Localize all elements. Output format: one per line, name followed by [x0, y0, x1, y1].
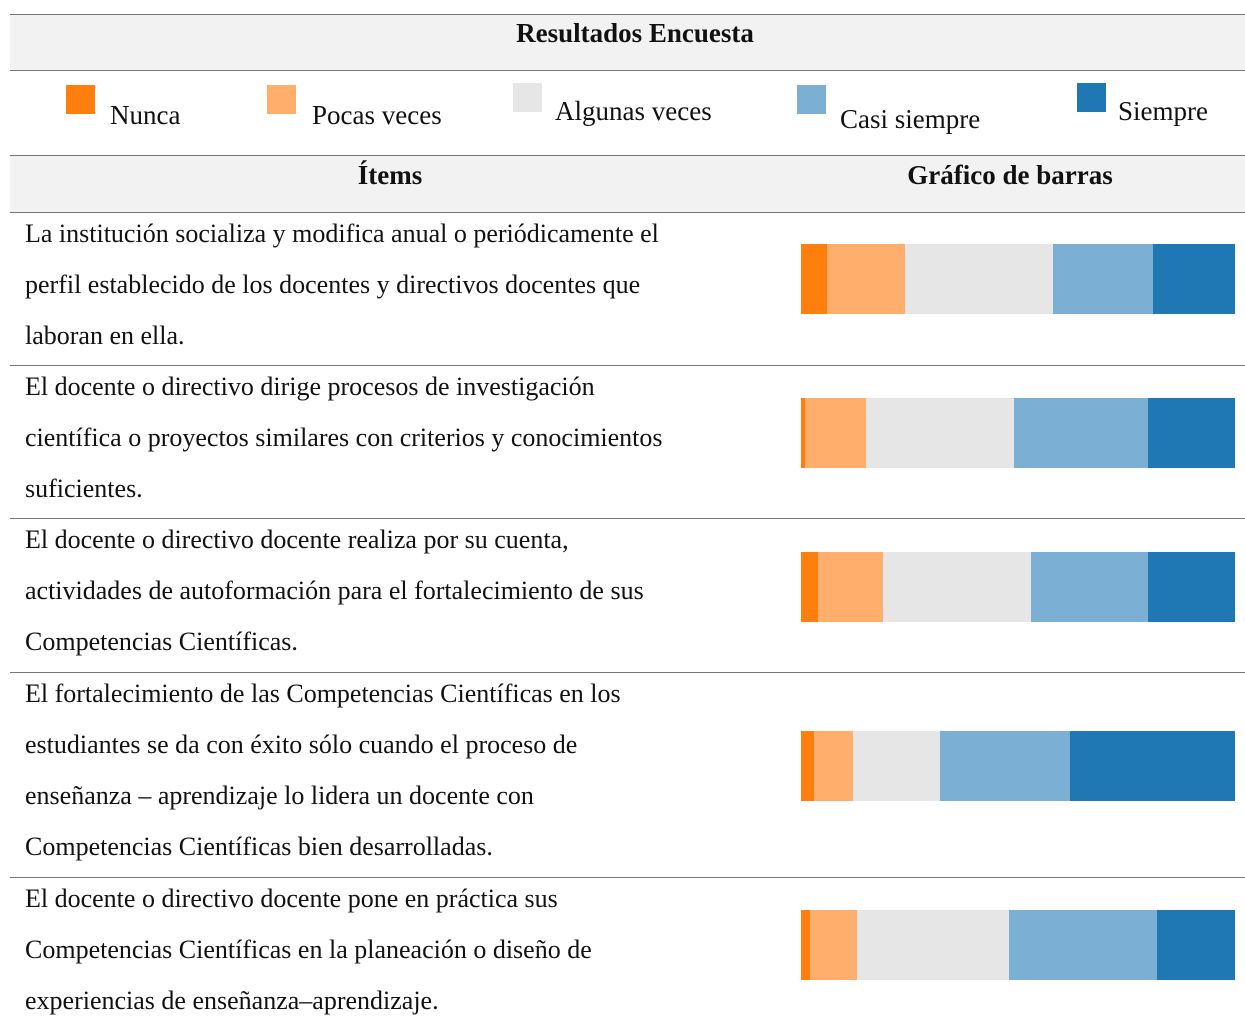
item-text: El fortalecimiento de las Competencias C…	[25, 679, 621, 708]
bar-segment	[801, 910, 810, 980]
item-text: estudiantes se da con éxito sólo cuando …	[25, 730, 578, 759]
rule	[10, 877, 1245, 878]
item-text: Competencias Científicas bien desarrolla…	[25, 832, 493, 861]
bar-segment	[1148, 552, 1235, 622]
bar-segment	[883, 552, 1031, 622]
bar-segment	[827, 244, 906, 314]
bar-segment	[805, 398, 867, 468]
bar-segment	[1031, 552, 1149, 622]
legend-swatch	[513, 83, 542, 112]
bar-segment	[801, 552, 819, 622]
item-text: El docente o directivo docente pone en p…	[25, 884, 558, 913]
rule	[10, 672, 1245, 673]
item-text: enseñanza – aprendizaje lo lidera un doc…	[25, 781, 534, 810]
legend-label: Pocas veces	[312, 100, 442, 130]
item-text: La institución socializa y modifica anua…	[25, 219, 659, 248]
rule	[10, 14, 1245, 15]
bar-segment	[857, 910, 1010, 980]
rule	[10, 155, 1245, 156]
item-text: científica o proyectos similares con cri…	[25, 423, 663, 452]
bar-segment	[1013, 398, 1149, 468]
title-band	[10, 14, 1245, 70]
item-text: El docente o directivo docente realiza p…	[25, 525, 569, 554]
bar-segment	[1156, 910, 1235, 980]
rule	[10, 70, 1245, 71]
legend-swatch	[267, 85, 296, 114]
bar-segment	[853, 731, 940, 801]
bar-segment	[1070, 731, 1235, 801]
header-band	[10, 155, 1245, 212]
header: Gráfico de barras	[907, 160, 1113, 190]
legend-swatch	[66, 85, 95, 114]
bar-segment	[1052, 244, 1153, 314]
item-text: perfil establecido de los docentes y dir…	[25, 270, 641, 299]
rule	[10, 212, 1245, 213]
bar-segment	[1009, 910, 1157, 980]
bar-segment	[1152, 244, 1235, 314]
item-text: suficientes.	[25, 474, 143, 503]
rule	[10, 365, 1245, 366]
bar-segment	[905, 244, 1053, 314]
bar-segment	[866, 398, 1014, 468]
item-text: Competencias Científicas.	[25, 627, 298, 656]
bar-segment	[801, 398, 806, 468]
legend-label: Casi siempre	[840, 104, 981, 134]
item-text: El docente o directivo dirige procesos d…	[25, 372, 595, 401]
title: Resultados Encuesta	[516, 18, 754, 48]
item-text: experiencias de enseñanza–aprendizaje.	[25, 986, 439, 1015]
bar-segment	[801, 731, 815, 801]
bar-segment	[801, 244, 828, 314]
bar-segment	[939, 731, 1071, 801]
legend-swatch	[1077, 83, 1106, 112]
header: Ítems	[357, 160, 423, 190]
bar-segment	[1148, 398, 1235, 468]
bar-segment	[818, 552, 884, 622]
legend-swatch	[797, 85, 826, 114]
legend-label: Siempre	[1118, 96, 1208, 126]
legend-label: Algunas veces	[555, 96, 712, 126]
item-text: Competencias Científicas en la planeació…	[25, 935, 592, 964]
bar-segment	[809, 910, 858, 980]
rule	[10, 518, 1245, 519]
legend-label: Nunca	[110, 100, 181, 130]
bar-segment	[814, 731, 854, 801]
item-text: actividades de autoformación para el for…	[25, 576, 644, 605]
item-text: laboran en ella.	[25, 321, 185, 350]
